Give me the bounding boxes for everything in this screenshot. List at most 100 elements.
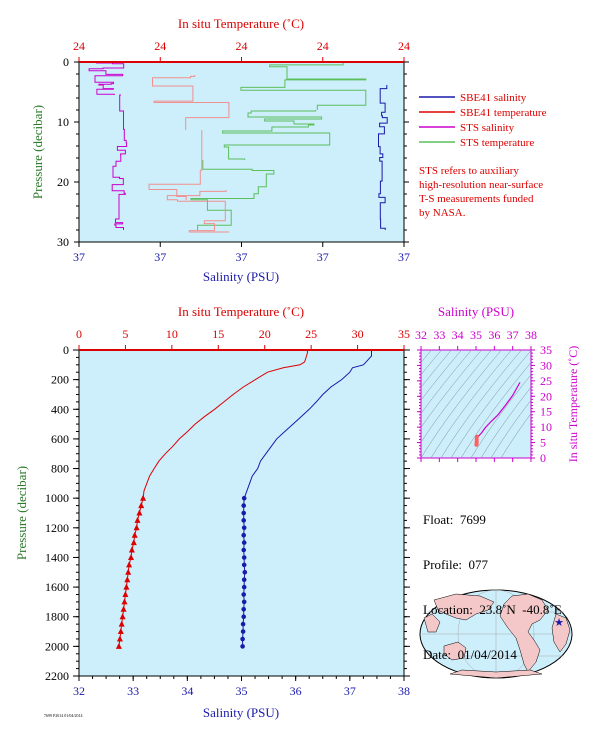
ts-density-contour [430, 350, 512, 458]
temperature-point [131, 531, 138, 538]
salinity-point [241, 599, 247, 605]
ts-density-contour [490, 399, 531, 458]
ts-right-tick-label: 30 [540, 358, 552, 372]
salinity-point [241, 547, 246, 553]
float-id: Float: 7699 [423, 512, 486, 527]
top-tick-label: 24 [398, 39, 410, 53]
ts-density-contour [421, 350, 492, 443]
ts-ylabel-right: In situ Temperature (˚C) [566, 346, 580, 463]
main-top-tick-label: 15 [212, 327, 224, 341]
footer-note: 7699 P2014 01/04/2014 [44, 713, 82, 718]
ts-top-tick-label: 34 [452, 328, 464, 342]
ts-curve [476, 382, 521, 438]
salinity-point [241, 495, 247, 501]
temperature-point [126, 561, 133, 568]
main-top-tick-label: 20 [259, 327, 271, 341]
ts-top-tick-label: 35 [470, 328, 482, 342]
ts-density-contour [421, 350, 472, 414]
ts-right-tick-label: 25 [540, 374, 552, 388]
main-top-tick-label: 35 [398, 327, 410, 341]
temperature-point [130, 539, 137, 546]
map-land-asia-east [423, 613, 441, 633]
ts-right-tick-label: 5 [540, 436, 546, 450]
salinity-point [240, 621, 246, 627]
main-y-tick-label: 2000 [45, 639, 69, 653]
salinity-point [241, 584, 247, 590]
bottom-tick-label: 37 [317, 250, 329, 264]
float-location: Location: 23.8˚N -40.8˚E [423, 602, 562, 617]
main-y-tick-label: 1800 [45, 610, 69, 624]
y-tick-label: 10 [57, 115, 69, 129]
salinity-point [240, 629, 246, 634]
main-bottom-tick-label: 32 [73, 684, 85, 698]
temperature-point [119, 613, 126, 620]
bottom-tick-label: 37 [154, 250, 166, 264]
legend-label: STS salinity [460, 122, 515, 134]
temperature-point [115, 642, 122, 649]
top-tick-label: 24 [317, 39, 329, 53]
main-top-tick-label: 5 [122, 327, 128, 341]
main-y-tick-label: 600 [51, 432, 69, 446]
ts-top-tick-label: 33 [433, 328, 445, 342]
temperature-point [125, 568, 132, 575]
ts-top-tick-label: 36 [488, 328, 500, 342]
temperature-point [128, 546, 135, 553]
ts-top-tick-label: 37 [507, 328, 519, 342]
main-bottom-tick-label: 34 [181, 684, 193, 698]
main-y-tick-label: 1400 [45, 550, 69, 564]
main-y-tick-label: 1600 [45, 580, 69, 594]
temperature-point [123, 583, 130, 590]
salinity-point [241, 614, 246, 619]
top-traces [88, 62, 388, 233]
temperature-point [140, 494, 147, 501]
top-xlabel-bottom: Salinity (PSU) [203, 269, 279, 284]
ts-density-contour [480, 386, 531, 458]
sts-salinity-trace [88, 62, 125, 95]
ts-top-tick-label: 32 [415, 328, 427, 342]
temperature-point [124, 576, 131, 583]
main-panel: In situ Temperature (˚C) Salinity (PSU) … [14, 304, 410, 720]
map-land-antarctica [449, 669, 543, 679]
ts-density-contour [470, 374, 531, 458]
temperature-point [134, 516, 141, 523]
sbe41-temperature-trace [166, 190, 230, 233]
top-tick-label: 24 [154, 39, 166, 53]
temperature-profile-line [142, 350, 308, 499]
top-ylabel: Pressure (decibar) [30, 105, 45, 199]
main-y-tick-label: 2200 [45, 669, 69, 683]
sts-note-line: high-resolution near-surface [419, 179, 544, 191]
temperature-point [128, 554, 134, 560]
temperature-point [136, 509, 143, 516]
salinity-point [241, 607, 246, 612]
ts-density-contour [500, 413, 531, 458]
y-tick-label: 0 [63, 55, 69, 69]
ts-right-tick-label: 35 [540, 343, 552, 357]
sts-note-line: T-S measurements funded [419, 193, 534, 205]
main-y-tick-label: 1200 [45, 521, 69, 535]
sts-temperature-trace [240, 63, 367, 110]
ts-density-contours [421, 350, 531, 458]
ts-point [474, 442, 479, 447]
ts-density-contour [460, 362, 531, 458]
salinity-point [241, 518, 246, 523]
sts-note-line: STS refers to auxiliary [419, 165, 519, 177]
main-bottom-tick-label: 33 [127, 684, 139, 698]
sts-temperature-trace [222, 110, 331, 160]
salinity-point [241, 525, 247, 531]
salinity-point [241, 540, 247, 545]
main-bottom-tick-label: 35 [236, 684, 248, 698]
bottom-tick-label: 37 [236, 250, 248, 264]
profile-date: Date: 01/04/2014 [423, 647, 517, 662]
main-y-tick-label: 0 [63, 343, 69, 357]
temperature-point [133, 524, 140, 531]
main-y-tick-label: 200 [51, 373, 69, 387]
main-bottom-tick-label: 37 [344, 684, 356, 698]
y-tick-label: 20 [57, 175, 69, 189]
main-bottom-tick-label: 36 [290, 684, 302, 698]
sts-temperature-trace [190, 160, 275, 230]
map-land-africa [551, 613, 571, 653]
map-land-australia [443, 641, 467, 661]
salinity-point [240, 644, 245, 649]
temperature-point [116, 635, 123, 642]
